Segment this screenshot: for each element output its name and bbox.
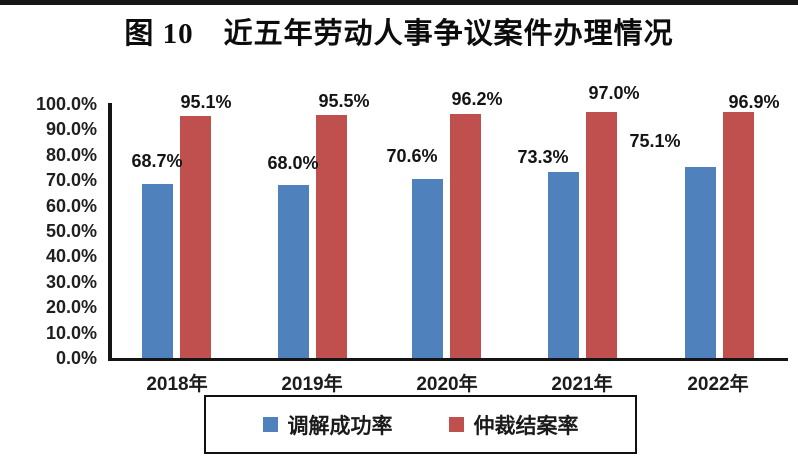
y-axis-line: [108, 103, 112, 361]
legend-swatch-icon: [448, 417, 464, 432]
x-label-2022年: 2022年: [687, 374, 749, 395]
bar-mediation-success-rate-2021年: [548, 172, 579, 358]
y-tick-label: 70.0%: [45, 170, 97, 191]
y-tick-label: 90.0%: [45, 119, 97, 140]
legend-label: 调解成功率: [287, 413, 393, 438]
x-label-2020年: 2020年: [416, 374, 478, 395]
data-label-arbitration-closure-rate-2021年: 97.0%: [588, 83, 640, 103]
x-axis-line: [108, 358, 788, 361]
legend-item-mediation-success-rate: 调解成功率: [262, 410, 393, 440]
y-tick-label: 80.0%: [45, 144, 97, 165]
legend-swatch-icon: [262, 417, 278, 432]
x-label-2021年: 2021年: [551, 374, 613, 395]
legend-item-arbitration-closure-rate: 仲裁结案率: [448, 410, 579, 440]
bar-arbitration-closure-rate-2021年: [586, 112, 617, 358]
bar-mediation-success-rate-2022年: [685, 167, 716, 358]
data-label-arbitration-closure-rate-2020年: 96.2%: [451, 89, 503, 109]
page-top-edge: [0, 0, 798, 5]
data-label-arbitration-closure-rate-2022年: 96.9%: [728, 92, 780, 112]
y-tick-label: 100.0%: [35, 94, 97, 114]
x-label-2019年: 2019年: [281, 374, 343, 395]
data-label-mediation-success-rate-2020年: 70.6%: [386, 146, 438, 166]
data-label-arbitration-closure-rate-2019年: 95.5%: [318, 91, 370, 111]
y-tick-label: 20.0%: [45, 297, 97, 318]
y-tick-label: 10.0%: [45, 322, 97, 343]
bar-arbitration-closure-rate-2018年: [180, 116, 211, 358]
bar-mediation-success-rate-2019年: [278, 185, 309, 358]
y-tick-label: 60.0%: [45, 195, 97, 216]
y-tick-label: 0.0%: [55, 348, 97, 368]
data-label-mediation-success-rate-2018年: 68.7%: [131, 151, 183, 171]
data-label-arbitration-closure-rate-2018年: 95.1%: [180, 92, 232, 112]
chart-title: 图 10 近五年劳动人事争议案件办理情况: [124, 18, 674, 50]
x-label-2018年: 2018年: [146, 374, 208, 395]
bar-arbitration-closure-rate-2019年: [316, 115, 347, 358]
data-label-mediation-success-rate-2019年: 68.0%: [267, 153, 319, 173]
bar-mediation-success-rate-2020年: [412, 179, 443, 358]
bar-mediation-success-rate-2018年: [142, 184, 173, 358]
legend-box: 调解成功率 仲裁结案率: [204, 395, 637, 454]
bar-arbitration-closure-rate-2020年: [450, 114, 481, 358]
data-label-mediation-success-rate-2021年: 73.3%: [517, 147, 569, 167]
y-tick-label: 50.0%: [45, 221, 97, 241]
y-tick-label: 40.0%: [45, 246, 97, 267]
legend-label: 仲裁结案率: [473, 413, 579, 438]
y-tick-label: 30.0%: [45, 271, 97, 292]
data-label-mediation-success-rate-2022年: 75.1%: [629, 131, 681, 151]
bar-arbitration-closure-rate-2022年: [723, 112, 754, 358]
